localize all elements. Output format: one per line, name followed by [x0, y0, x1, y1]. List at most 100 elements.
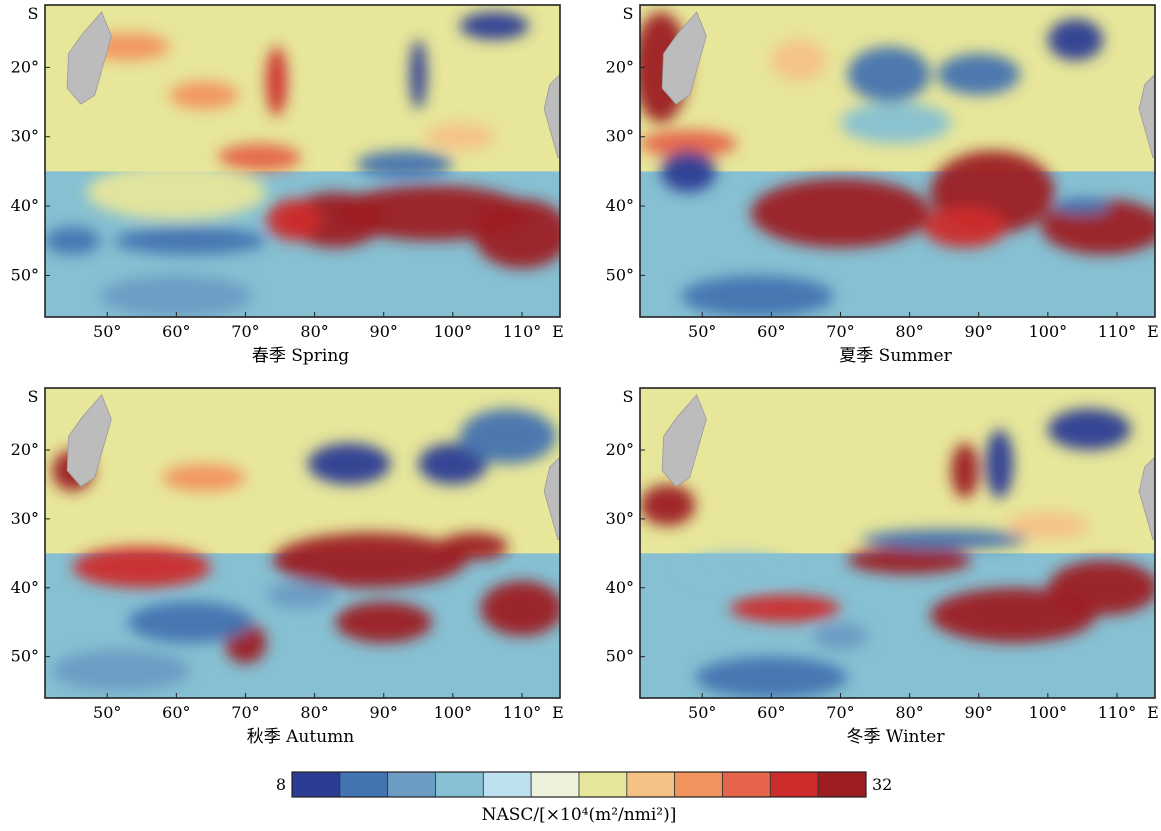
x-tick-label: 70° — [826, 703, 854, 722]
heat-blob — [681, 275, 834, 317]
colorbar-swatch — [291, 771, 341, 798]
x-tick-label: 50° — [688, 703, 716, 722]
y-tick-label: 20° — [606, 440, 634, 459]
heat-blob — [1047, 560, 1155, 616]
heat-blob — [459, 408, 557, 464]
heat-blob — [1047, 18, 1104, 61]
heat-blob — [840, 102, 952, 144]
x-tick-label: 70° — [231, 703, 259, 722]
x-tick-label: 80° — [300, 703, 328, 722]
heat-blob — [335, 601, 433, 643]
heat-blob — [356, 150, 453, 179]
heat-blob — [750, 178, 931, 248]
x-tick-label: 70° — [231, 322, 259, 341]
map-panel-1: 50° 60° 70° 80° 90° 100° 110° E 20° 30° 40° 50° S 春季 … — [11, 4, 564, 366]
colorbar-swatch — [769, 771, 819, 798]
heat-blob — [307, 443, 391, 485]
y-tick-label: 30° — [11, 509, 39, 528]
colorbar-max-label: 32 — [872, 775, 892, 794]
colorbar-swatch — [339, 771, 389, 798]
x-axis-end-label: E — [552, 322, 564, 341]
panel-title: 秋季 Autumn — [247, 727, 355, 747]
heat-blob — [127, 601, 253, 643]
x-tick-label: 90° — [965, 322, 993, 341]
y-tick-label: 50° — [606, 265, 634, 284]
heat-blob — [169, 81, 239, 109]
y-axis-top-label: S — [28, 4, 39, 23]
colorbar-label: NASC/[×10⁴(m²/nmi²)] — [482, 805, 677, 825]
heat-blob — [1006, 512, 1090, 540]
heat-blob — [771, 39, 827, 82]
x-tick-label: 60° — [162, 703, 190, 722]
y-tick-label: 40° — [606, 196, 634, 215]
heat-blob — [162, 463, 246, 492]
heat-blob — [951, 443, 979, 499]
x-tick-label: 110° — [1098, 322, 1137, 341]
heat-blob — [459, 11, 529, 40]
y-axis-top-label: S — [623, 387, 634, 406]
y-tick-label: 40° — [606, 578, 634, 597]
heat-blob — [473, 199, 560, 269]
heat-blob — [480, 580, 560, 636]
heat-blob — [266, 199, 322, 241]
heat-blob — [439, 532, 509, 561]
colorbar-swatch — [626, 771, 676, 798]
heat-blob — [695, 656, 848, 698]
heat-blob — [681, 553, 793, 581]
heat-blob — [812, 622, 869, 650]
heat-blob — [266, 46, 287, 116]
panel-frame — [44, 387, 561, 699]
heat-blob — [418, 443, 488, 485]
madagascar-land — [66, 11, 112, 105]
x-axis-end-label: E — [1147, 703, 1159, 722]
heat-blob — [72, 546, 211, 588]
heat-blob — [51, 649, 191, 692]
y-axis-top-label: S — [28, 387, 39, 406]
heat-blob — [1054, 197, 1111, 215]
x-tick-label: 100° — [434, 322, 473, 341]
heat-blob — [930, 587, 1097, 643]
colorbar-swatch — [578, 771, 628, 798]
y-tick-label: 50° — [11, 647, 39, 666]
heat-blob — [937, 53, 1021, 96]
heat-blob — [640, 129, 737, 158]
y-tick-label: 20° — [606, 57, 634, 76]
colorbar-swatch — [387, 771, 436, 798]
heat-blob — [640, 484, 696, 526]
x-tick-label: 110° — [503, 703, 542, 722]
map-panel-3: 50° 60° 70° 80° 90° 100° 110° E 20° 30° 40° 50° S 秋季 … — [11, 387, 564, 747]
y-tick-label: 40° — [11, 196, 39, 215]
y-tick-label: 30° — [606, 509, 634, 528]
colorbar-swatch — [482, 771, 532, 798]
x-tick-label: 90° — [965, 703, 993, 722]
heat-blob — [847, 46, 931, 103]
madagascar-land — [66, 394, 112, 488]
heat-blob — [1047, 408, 1131, 451]
madagascar-land — [661, 394, 707, 488]
x-tick-label: 80° — [895, 322, 923, 341]
x-axis-end-label: E — [1147, 322, 1159, 341]
x-tick-label: 100° — [1029, 322, 1068, 341]
map-panel-4: 50° 60° 70° 80° 90° 100° 110° E 20° 30° 40° 50° S 冬季 … — [606, 387, 1159, 747]
y-tick-label: 40° — [11, 578, 39, 597]
colorbar: 8 32 NASC/[×10⁴(m²/nmi²)] — [276, 771, 892, 825]
x-tick-label: 60° — [757, 322, 785, 341]
heat-blob — [266, 580, 336, 609]
x-axis-end-label: E — [552, 703, 564, 722]
colorbar-swatch — [530, 771, 580, 798]
x-tick-label: 70° — [826, 322, 854, 341]
x-tick-label: 60° — [162, 322, 190, 341]
x-tick-label: 50° — [688, 322, 716, 341]
x-tick-label: 50° — [93, 322, 121, 341]
heat-blob — [729, 594, 841, 623]
heat-blob — [985, 429, 1014, 499]
colorbar-swatch — [435, 771, 484, 798]
panel-frame — [44, 4, 561, 318]
x-tick-label: 100° — [434, 703, 473, 722]
y-tick-label: 20° — [11, 440, 39, 459]
heat-blob — [660, 150, 717, 193]
heat-blob — [100, 275, 253, 317]
panel-title: 冬季 Winter — [847, 727, 946, 747]
map-panel-2: 50° 60° 70° 80° 90° 100° 110° E 20° 30° 40° 50° S 夏季 … — [606, 4, 1159, 366]
heat-blob — [217, 143, 301, 172]
